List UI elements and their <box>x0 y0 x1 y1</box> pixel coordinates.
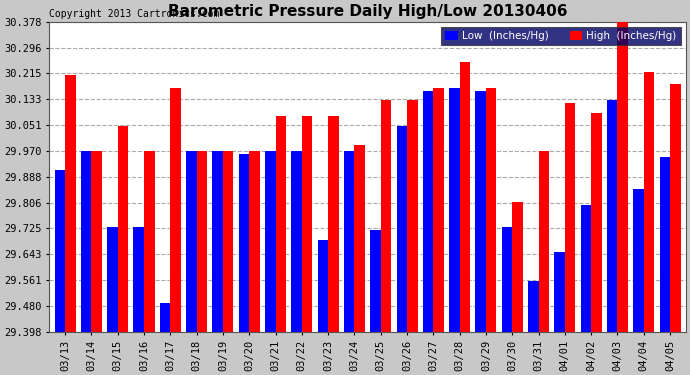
Bar <box>317 240 328 332</box>
Bar <box>512 201 523 332</box>
Bar <box>355 144 365 332</box>
Bar <box>170 88 181 332</box>
Bar <box>118 126 128 332</box>
Bar <box>565 104 575 332</box>
Bar <box>197 151 207 332</box>
Bar <box>644 72 654 332</box>
Bar <box>302 116 313 332</box>
Bar <box>91 151 102 332</box>
Bar <box>133 227 144 332</box>
Bar <box>107 227 118 332</box>
Bar <box>275 116 286 332</box>
Bar <box>502 227 512 332</box>
Bar <box>223 151 233 332</box>
Bar <box>328 116 339 332</box>
Text: Copyright 2013 Cartronics.com: Copyright 2013 Cartronics.com <box>49 9 219 19</box>
Bar <box>580 205 591 332</box>
Bar <box>591 113 602 332</box>
Bar <box>475 91 486 332</box>
Bar <box>449 88 460 332</box>
Bar <box>554 252 565 332</box>
Bar <box>144 151 155 332</box>
Bar <box>381 100 391 332</box>
Bar <box>65 75 76 332</box>
Bar <box>433 88 444 332</box>
Bar <box>81 151 91 332</box>
Bar <box>538 151 549 332</box>
Bar <box>160 303 170 332</box>
Bar <box>528 280 538 332</box>
Bar <box>249 151 259 332</box>
Bar <box>291 151 302 332</box>
Bar <box>660 157 670 332</box>
Bar <box>397 126 407 332</box>
Bar <box>265 151 275 332</box>
Bar <box>423 91 433 332</box>
Bar <box>239 154 249 332</box>
Bar <box>460 62 470 332</box>
Title: Barometric Pressure Daily High/Low 20130406: Barometric Pressure Daily High/Low 20130… <box>168 4 567 19</box>
Bar <box>371 230 381 332</box>
Bar <box>670 84 680 332</box>
Legend: Low  (Inches/Hg), High  (Inches/Hg): Low (Inches/Hg), High (Inches/Hg) <box>441 27 680 45</box>
Bar <box>486 88 496 332</box>
Bar <box>407 100 417 332</box>
Bar <box>607 100 618 332</box>
Bar <box>344 151 355 332</box>
Bar <box>213 151 223 332</box>
Bar <box>618 21 628 332</box>
Bar <box>55 170 65 332</box>
Bar <box>186 151 197 332</box>
Bar <box>633 189 644 332</box>
